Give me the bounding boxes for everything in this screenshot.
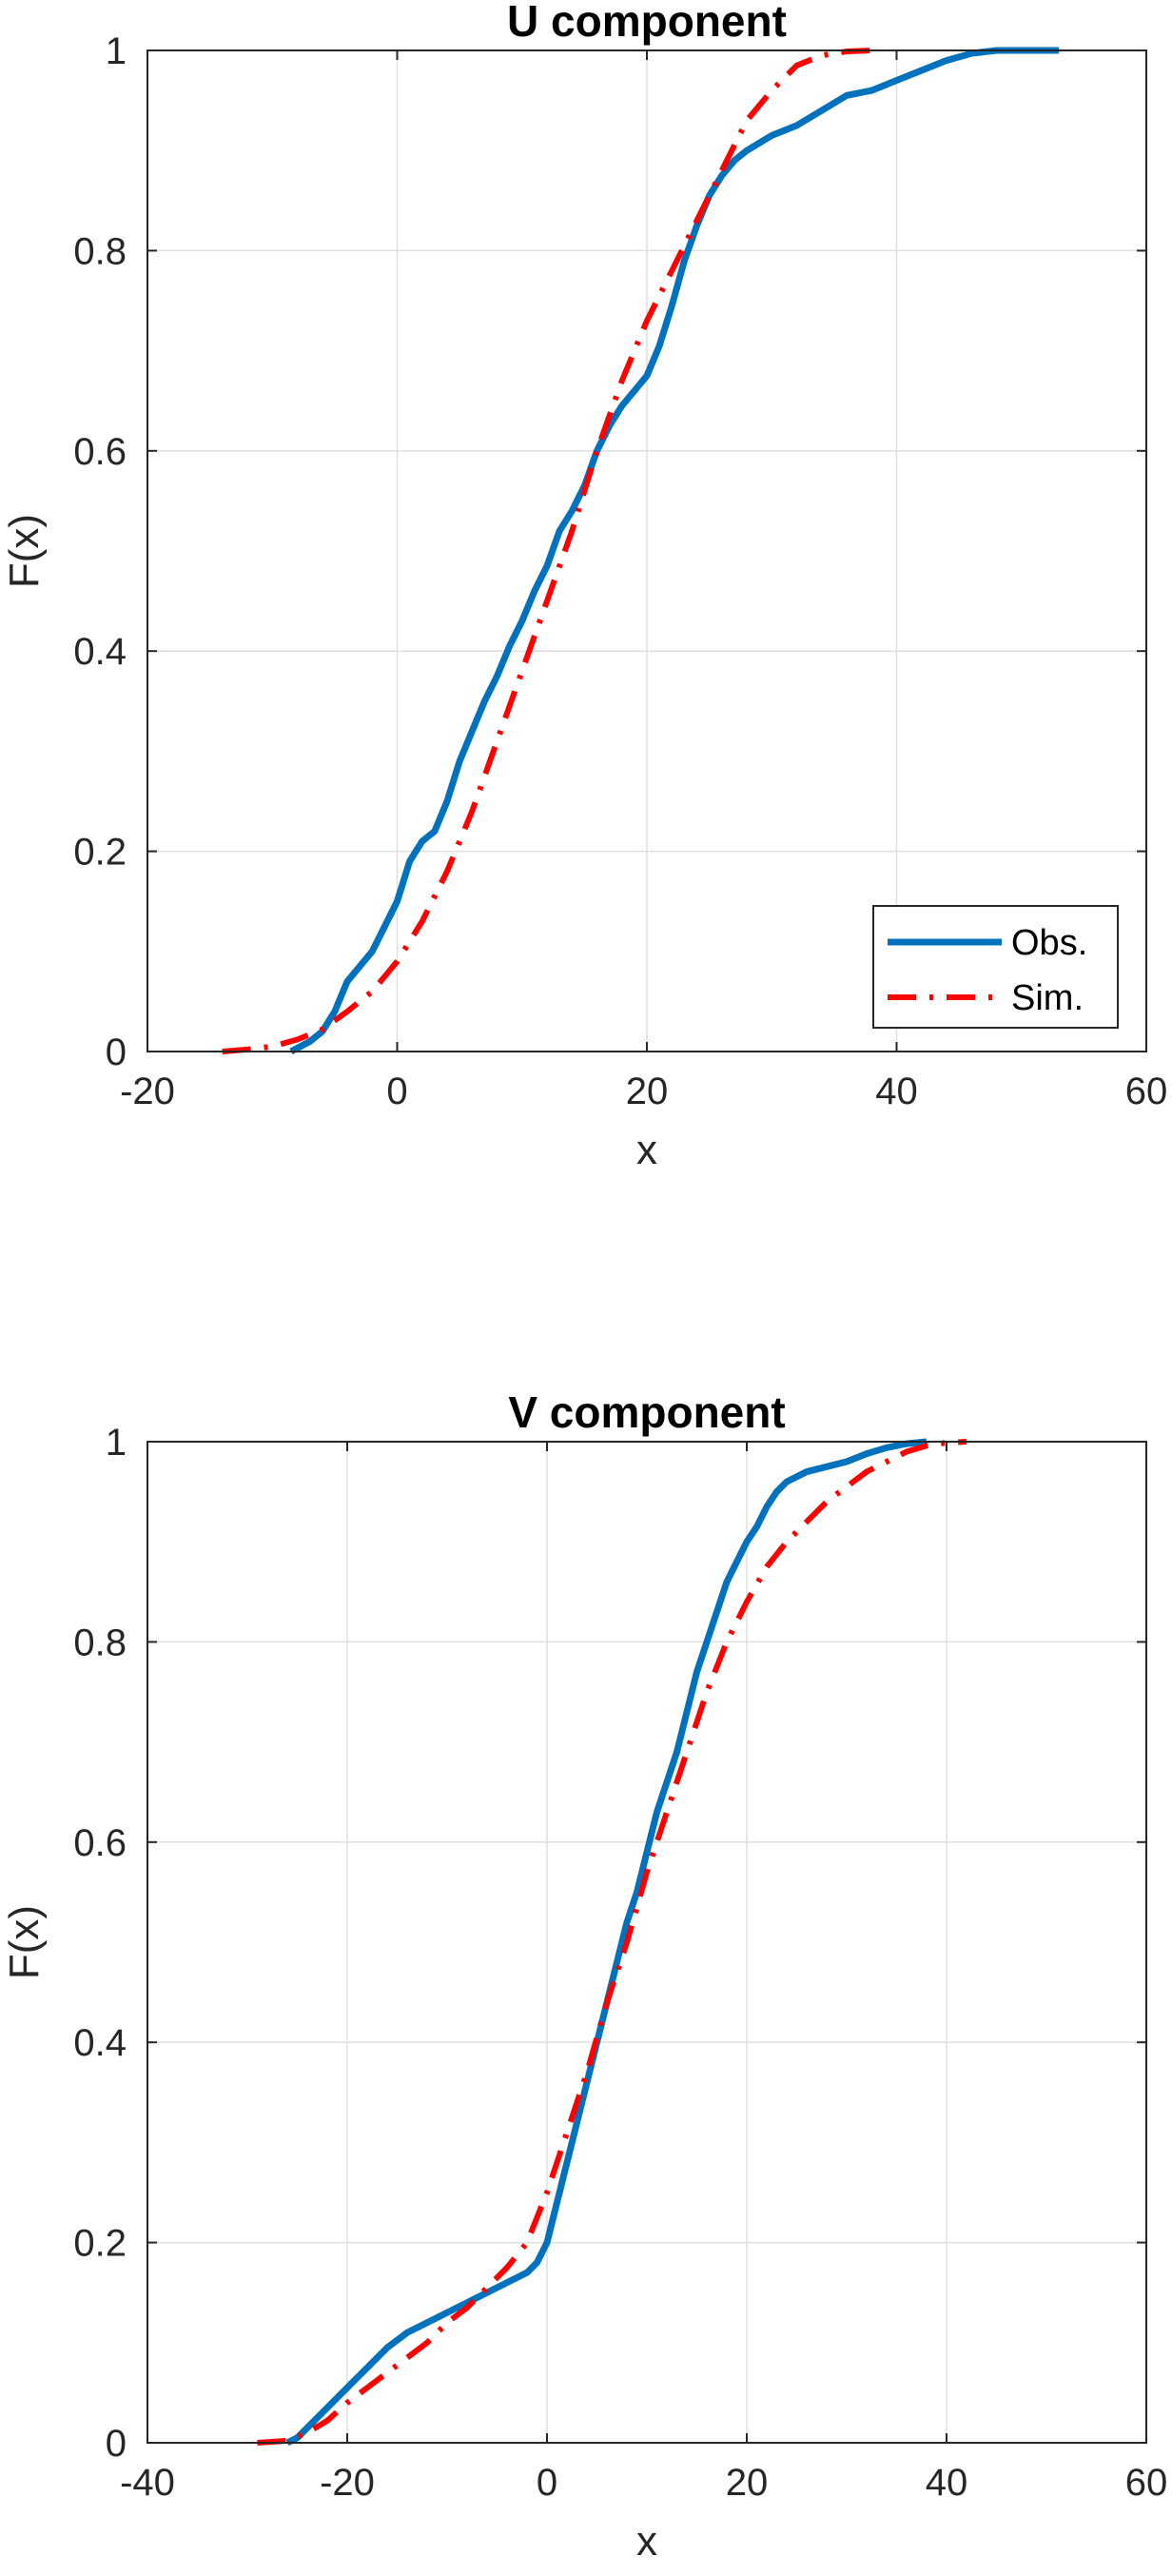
- y-tick-label: 1: [106, 30, 127, 72]
- chart-title: V component: [508, 1387, 785, 1437]
- x-tick-label: -20: [120, 1071, 175, 1112]
- x-axis-label: x: [636, 2518, 657, 2565]
- chart-panel-2: -40 -20 0 20 40 60 0 0.2 0.4 0.6 0.8 1 V component x F…: [1, 1387, 1167, 2565]
- legend-label-sim: Sim.: [1011, 978, 1084, 1018]
- y-tick-label: 0.4: [73, 631, 127, 673]
- series-line-obs: [289, 47, 1060, 1055]
- y-tick-label: 0.2: [73, 2223, 127, 2265]
- x-tick-label: 40: [926, 2462, 968, 2504]
- y-tick-label: 0: [106, 2423, 127, 2465]
- x-tick-label: 20: [726, 2462, 769, 2504]
- x-axis-label: x: [636, 1127, 657, 1173]
- x-tick-label: 0: [537, 2462, 557, 2504]
- y-tick-label: 0: [106, 1032, 127, 1073]
- x-tick-label: 20: [626, 1071, 669, 1112]
- x-tick-label: 60: [1125, 2462, 1168, 2504]
- x-tick-label: 40: [875, 1071, 918, 1112]
- x-tick-label: -20: [320, 2462, 375, 2504]
- y-tick-label: 0.4: [73, 2022, 127, 2064]
- legend-label-obs: Obs.: [1011, 923, 1087, 963]
- axes-box: [146, 1441, 1147, 2444]
- legend: Obs. Sim.: [872, 905, 1119, 1029]
- series-line-obs: [285, 1438, 928, 2447]
- plot-area: [147, 1442, 1146, 2443]
- y-tick-label: 1: [106, 1422, 127, 1464]
- y-axis-label: F(x): [1, 1905, 48, 1979]
- legend-box: [872, 905, 1119, 1029]
- x-tick-label: -40: [120, 2462, 175, 2504]
- y-tick-label: 0.6: [73, 1822, 127, 1864]
- y-axis-label: F(x): [1, 514, 48, 588]
- series-line-sim: [222, 48, 872, 1054]
- chart-title: U component: [507, 0, 787, 46]
- x-tick-label: 0: [386, 1071, 407, 1112]
- y-tick-label: 0.6: [73, 431, 127, 473]
- y-tick-label: 0.8: [73, 1622, 127, 1663]
- y-tick-label: 0.2: [73, 832, 127, 874]
- x-tick-label: 60: [1125, 1071, 1168, 1112]
- y-tick-label: 0.8: [73, 230, 127, 272]
